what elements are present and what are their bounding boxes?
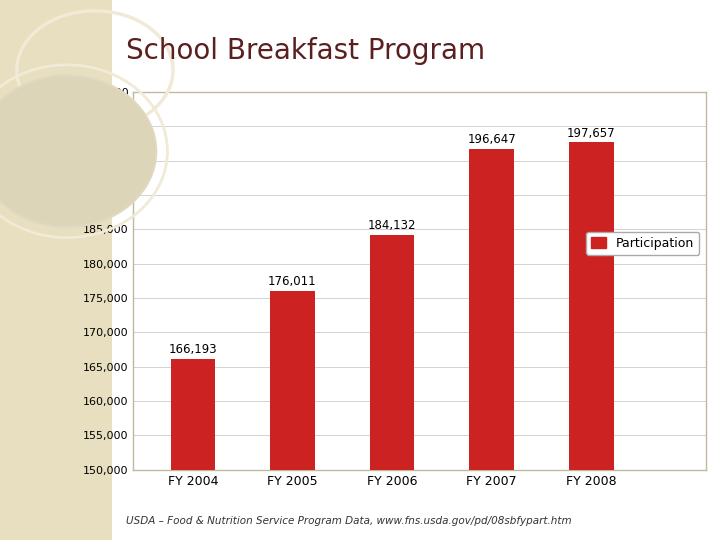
Bar <box>270 291 315 540</box>
Bar <box>569 142 613 540</box>
Text: 176,011: 176,011 <box>268 275 317 288</box>
Legend: Participation: Participation <box>586 232 699 254</box>
Text: USDA – Food & Nutrition Service Program Data, www.fns.usda.gov/pd/08sbfypart.htm: USDA – Food & Nutrition Service Program … <box>126 516 572 526</box>
Text: 166,193: 166,193 <box>168 343 217 356</box>
Bar <box>171 359 215 540</box>
Text: School Breakfast Program: School Breakfast Program <box>126 37 485 65</box>
Text: 197,657: 197,657 <box>567 126 616 139</box>
Bar <box>369 235 415 540</box>
Text: 196,647: 196,647 <box>467 133 516 146</box>
Text: 184,132: 184,132 <box>368 219 416 233</box>
Bar <box>469 149 514 540</box>
